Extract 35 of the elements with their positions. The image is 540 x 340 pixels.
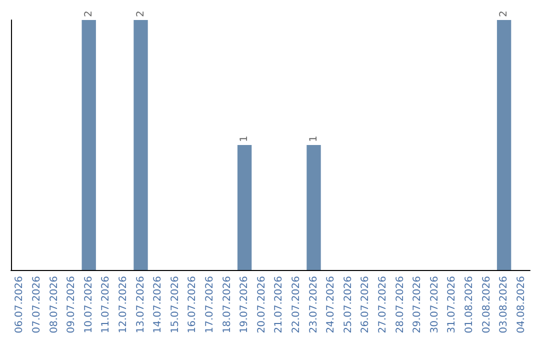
x-tick-label: 21.07.2026 [274, 276, 285, 334]
x-tick-label: 08.07.2026 [48, 276, 60, 334]
x-tick-label: 18.07.2026 [222, 276, 233, 334]
x-tick-label: 10.07.2026 [83, 276, 94, 334]
data-label: 2 [135, 10, 146, 17]
data-label: 1 [308, 136, 320, 142]
x-tick-label: 20.07.2026 [256, 276, 268, 334]
x-tick-label: 16.07.2026 [187, 276, 198, 334]
x-tick-label: 03.08.2026 [498, 276, 510, 334]
x-tick-label: 09.07.2026 [66, 276, 78, 334]
x-tick-label: 17.07.2026 [204, 276, 216, 334]
x-tick-label: 19.07.2026 [239, 276, 250, 334]
x-tick-label: 29.07.2026 [412, 276, 424, 334]
x-tick-label: 30.07.2026 [429, 276, 440, 334]
x-tick-label: 27.07.2026 [377, 276, 388, 334]
x-tick-label: 07.07.2026 [31, 276, 42, 334]
data-label: 1 [239, 136, 250, 142]
x-tick-label: 31.07.2026 [446, 276, 458, 334]
x-tick-label: 12.07.2026 [118, 276, 129, 334]
data-label: 2 [83, 10, 94, 17]
x-tick-label: 04.08.2026 [516, 276, 527, 334]
x-tick-label: 25.07.2026 [342, 276, 354, 334]
x-tick-label: 26.07.2026 [360, 276, 372, 334]
x-tick-label: 01.08.2026 [464, 276, 475, 334]
x-tick-label: 13.07.2026 [135, 276, 146, 334]
x-tick-label: 22.07.2026 [290, 276, 302, 334]
x-tick-label: 14.07.2026 [152, 276, 164, 334]
x-tick-label: 28.07.2026 [394, 276, 406, 334]
x-tick-label: 06.07.2026 [14, 276, 26, 334]
x-tick-label: 23.07.2026 [308, 276, 320, 334]
x-tick-label: 02.08.2026 [481, 276, 492, 334]
data-label: 2 [498, 10, 510, 17]
x-tick-label: 11.07.2026 [100, 276, 112, 334]
x-tick-label: 24.07.2026 [326, 276, 337, 334]
x-tick-label: 15.07.2026 [170, 276, 181, 334]
